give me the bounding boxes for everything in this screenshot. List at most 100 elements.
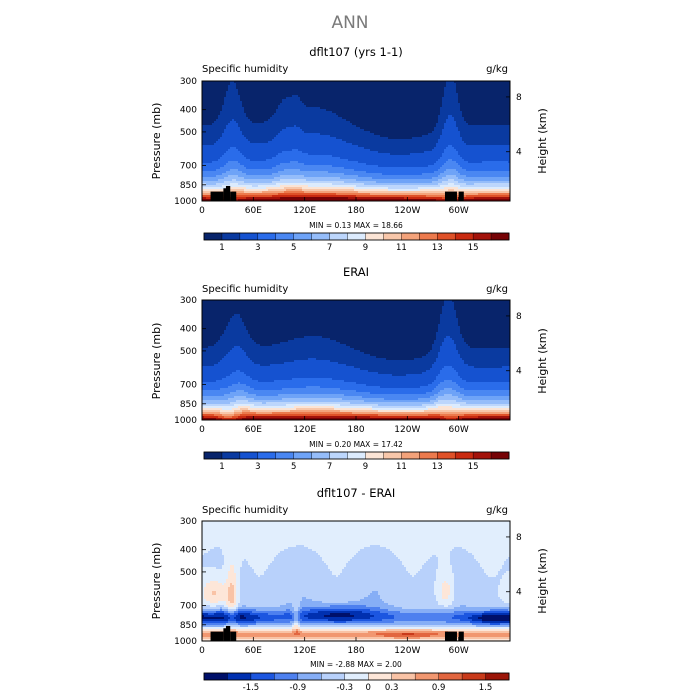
- field-cell: [256, 97, 259, 100]
- field-cell: [250, 123, 253, 126]
- field-cell: [412, 85, 415, 88]
- field-cell: [274, 123, 277, 126]
- field-cell: [346, 89, 349, 92]
- field-cell: [232, 141, 235, 144]
- field-cell: [268, 107, 271, 110]
- field-cell: [336, 87, 339, 90]
- field-cell: [438, 123, 441, 126]
- field-cell: [254, 141, 257, 144]
- field-cell: [488, 111, 491, 114]
- field-cell: [348, 121, 351, 124]
- field-cell: [390, 85, 393, 88]
- field-cell: [288, 83, 291, 86]
- field-cell: [280, 131, 283, 134]
- field-cell: [374, 97, 377, 100]
- field-cell: [258, 139, 261, 142]
- field-cell: [256, 87, 259, 90]
- field-cell: [348, 137, 351, 140]
- field-cell: [320, 131, 323, 134]
- field-cell: [270, 121, 273, 124]
- field-cell: [232, 117, 235, 120]
- field-cell: [406, 91, 409, 94]
- field-cell: [286, 127, 289, 130]
- field-cell: [484, 121, 487, 124]
- field-cell: [404, 91, 407, 94]
- field-cell: [414, 101, 417, 104]
- field-cell: [232, 111, 235, 114]
- field-cell: [382, 93, 385, 96]
- field-cell: [464, 143, 467, 146]
- field-cell: [370, 141, 373, 144]
- field-cell: [292, 87, 295, 90]
- field-cell: [280, 111, 283, 114]
- field-cell: [258, 115, 261, 118]
- field-cell: [326, 97, 329, 100]
- field-cell: [318, 143, 321, 146]
- field-cell: [276, 85, 279, 88]
- field-cell: [418, 97, 421, 100]
- field-cell: [376, 129, 379, 132]
- field-cell: [382, 107, 385, 110]
- field-cell: [358, 139, 361, 142]
- field-cell: [472, 133, 475, 136]
- field-cell: [236, 119, 239, 122]
- field-cell: [390, 139, 393, 142]
- field-cell: [356, 85, 359, 88]
- field-cell: [220, 125, 223, 128]
- field-cell: [478, 91, 481, 94]
- field-cell: [224, 133, 227, 136]
- field-cell: [502, 111, 505, 114]
- field-cell: [202, 123, 205, 126]
- field-cell: [314, 113, 317, 116]
- field-cell: [498, 97, 501, 100]
- field-cell: [278, 141, 281, 144]
- field-cell: [362, 107, 365, 110]
- field-cell: [470, 111, 473, 114]
- field-cell: [316, 87, 319, 90]
- field-cell: [424, 93, 427, 96]
- field-cell: [454, 137, 457, 140]
- field-cell: [262, 135, 265, 138]
- field-cell: [408, 113, 411, 116]
- field-cell: [372, 95, 375, 98]
- field-cell: [366, 91, 369, 94]
- field-cell: [390, 117, 393, 120]
- field-cell: [204, 135, 207, 138]
- field-cell: [384, 113, 387, 116]
- field-cell: [398, 111, 401, 114]
- field-cell: [504, 135, 507, 138]
- field-cell: [484, 109, 487, 112]
- field-cell: [390, 119, 393, 122]
- field-cell: [244, 135, 247, 138]
- field-cell: [276, 121, 279, 124]
- field-cell: [492, 91, 495, 94]
- field-cell: [372, 143, 375, 146]
- field-cell: [492, 115, 495, 118]
- field-cell: [228, 137, 231, 140]
- field-cell: [464, 83, 467, 86]
- field-cell: [398, 87, 401, 90]
- field-cell: [236, 99, 239, 102]
- field-cell: [462, 97, 465, 100]
- field-cell: [296, 103, 299, 106]
- field-cell: [486, 87, 489, 90]
- field-cell: [342, 123, 345, 126]
- field-cell: [322, 131, 325, 134]
- field-cell: [310, 93, 313, 96]
- field-cell: [238, 141, 241, 144]
- field-cell: [314, 131, 317, 134]
- field-cell: [348, 141, 351, 144]
- field-cell: [226, 115, 229, 118]
- field-cell: [376, 105, 379, 108]
- field-cell: [278, 81, 281, 84]
- field-cell: [236, 83, 239, 86]
- field-cell: [316, 125, 319, 128]
- field-cell: [276, 105, 279, 108]
- field-cell: [502, 137, 505, 140]
- field-cell: [340, 115, 343, 118]
- field-cell: [364, 125, 367, 128]
- field-cell: [416, 93, 419, 96]
- field-cell: [254, 83, 257, 86]
- field-cell: [240, 113, 243, 116]
